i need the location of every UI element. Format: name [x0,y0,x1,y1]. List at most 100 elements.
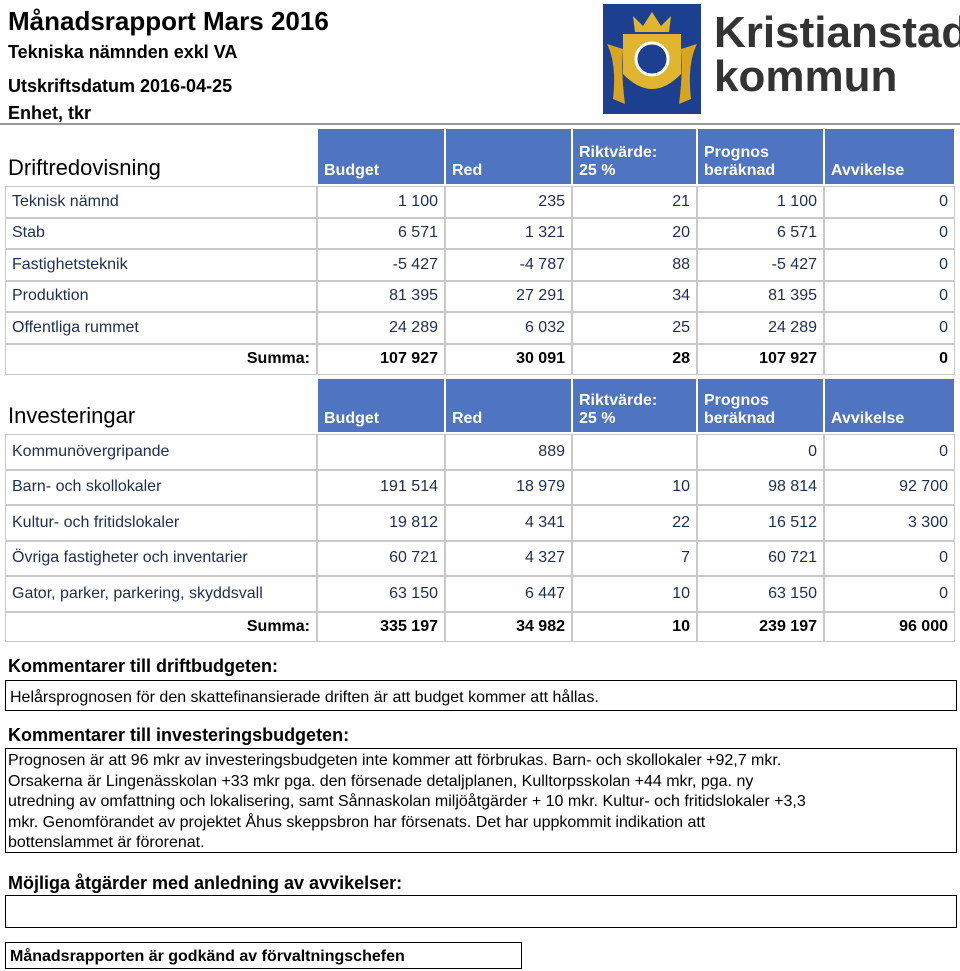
column-header: Prognos beräknad [697,128,824,185]
total-value: 30 091 [445,343,572,375]
cell-value: 0 [824,280,955,312]
cell-value: 6 571 [697,217,824,249]
cell-value: 22 [572,505,697,541]
column-header-line: Avvikelse [831,162,905,179]
row-label: Kommunövergripande [5,434,317,470]
row-label: Teknisk nämnd [5,186,317,218]
column-header: Budget [317,378,445,433]
total-label: Summa: [5,343,317,375]
cell-value: 6 032 [445,312,572,344]
cell-value: 0 [824,312,955,344]
cell-value: 60 721 [317,540,445,576]
row-label: Gator, parker, parkering, skyddsvall [5,576,317,612]
title: Månadsrapport Mars 2016 [8,6,329,36]
column-header-line: beräknad [704,410,776,427]
cell-value: 4 341 [445,505,572,541]
cell-value: 60 721 [697,540,824,576]
column-header: Budget [317,128,445,185]
column-header-line: Red [452,162,483,179]
column-header-line: 25 % [579,162,616,179]
row-label: Kultur- och fritidslokaler [5,505,317,541]
cell-value: 1 321 [445,217,572,249]
section-title: Investeringar [8,403,136,428]
cell-value: 18 979 [445,469,572,505]
column-header-line: Riktvärde: [579,144,658,161]
cell-value: -4 787 [445,249,572,281]
total-value: 107 927 [317,343,445,375]
cell-value: 21 [572,186,697,218]
cell-value: 10 [572,469,697,505]
unit: Enhet, tkr [8,103,92,123]
column-header-line: Prognos [704,144,769,161]
cell-value: 191 514 [317,469,445,505]
logo-text: Kristianstads [714,8,960,57]
cell-value: 25 [572,312,697,344]
cell-value: 3 300 [824,505,955,541]
row-label: Fastighetsteknik [5,249,317,281]
subtitle: Tekniska nämnden exkl VA [8,42,238,62]
cell-value: 235 [445,186,572,218]
row-label: Offentliga rummet [5,312,317,344]
actions-label: Möjliga åtgärder med anledning av avvike… [8,873,403,893]
column-header: Prognos beräknad [697,378,824,433]
column-header-line: beräknad [704,162,776,179]
actions-box [5,895,957,928]
cell-value [572,434,697,470]
cell-value: 24 289 [317,312,445,344]
section-title: Driftredovisning [8,155,161,180]
cell-value: 34 [572,280,697,312]
header-rule [0,123,960,125]
cell-value: 98 814 [697,469,824,505]
comment-line: bottenslammet är förorenat. [8,834,205,851]
row-label: Stab [5,217,317,249]
total-value: 0 [824,343,955,375]
approval-box: Månadsrapporten är godkänd av förvaltnin… [5,942,522,969]
cell-value: 16 512 [697,505,824,541]
column-header: Red [445,128,572,185]
total-value: 239 197 [697,611,824,642]
cell-value: 1 100 [317,186,445,218]
comment-line: mkr. Genomförandet av projektet Åhus ske… [8,813,706,831]
total-value: 96 000 [824,611,955,642]
cell-value: 4 327 [445,540,572,576]
cell-value: 19 812 [317,505,445,541]
comment-label: Kommentarer till driftbudgeten: [8,656,279,676]
comment-box: Helårsprognosen för den skattefinansiera… [5,680,957,711]
comment-line: utredning av omfattning och lokalisering… [8,793,806,810]
cell-value: 81 395 [317,280,445,312]
comment-line: Orsakerna är Lingenässkolan +33 mkr pga.… [8,772,754,790]
cell-value: 92 700 [824,469,955,505]
cell-value: 81 395 [697,280,824,312]
cell-value: 0 [824,186,955,218]
cell-value: 0 [824,217,955,249]
cell-value: 6 571 [317,217,445,249]
cell-value: -5 427 [697,249,824,281]
row-label: Barn- och skollokaler [5,469,317,505]
cell-value: 63 150 [697,576,824,612]
cell-value: 0 [824,434,955,470]
cell-value: 24 289 [697,312,824,344]
cell-value: 63 150 [317,576,445,612]
comment-line: Prognosen är att 96 mkr av investeringsb… [8,752,782,769]
column-header-line: Budget [324,410,380,427]
total-label: Summa: [5,611,317,642]
comment-box: Prognosen är att 96 mkr av investeringsb… [5,748,957,853]
column-header-line: Riktvärde: [579,392,658,409]
row-label: Övriga fastigheter och inventarier [5,540,317,576]
column-header: Avvikelse [824,378,955,433]
row-label: Produktion [5,280,317,312]
cell-value: 0 [697,434,824,470]
column-header-line: 25 % [579,410,616,427]
total-value: 335 197 [317,611,445,642]
cell-value: 88 [572,249,697,281]
total-value: 34 982 [445,611,572,642]
column-header: Riktvärde: 25 % [572,128,697,185]
logo-text: kommun [714,52,898,101]
column-header: Avvikelse [824,128,955,185]
cell-value: 10 [572,576,697,612]
logo-crest [603,4,701,114]
cell-value: 27 291 [445,280,572,312]
total-value: 10 [572,611,697,642]
cell-value: 0 [824,249,955,281]
